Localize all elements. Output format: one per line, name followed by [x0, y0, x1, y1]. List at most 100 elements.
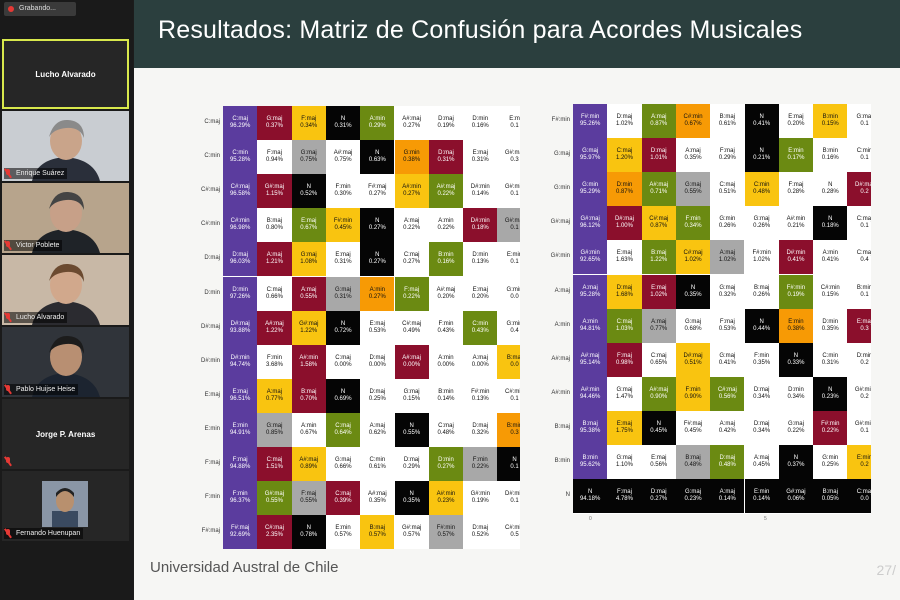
matrix-cell: A#:min 0.21%	[778, 206, 814, 241]
matrix-cell: A:min 0.22%	[428, 208, 464, 243]
cell-percent: 0.34%	[753, 393, 771, 400]
cell-chord: F#:min	[821, 420, 840, 427]
cell-percent: 1.63%	[615, 257, 633, 264]
cell-chord: E:min	[506, 252, 520, 259]
cell-chord: F:maj	[404, 286, 420, 293]
cell-percent: 0.27%	[368, 293, 386, 300]
cell-chord: D#:min	[230, 354, 250, 361]
cell-percent: 0.48%	[684, 462, 702, 469]
matrix-cell: C:maj 0.65%	[641, 342, 676, 377]
cell-chord: D:maj	[719, 455, 736, 462]
matrix-row-label: G#:min	[550, 253, 570, 260]
cell-chord: D:maj	[369, 354, 386, 361]
cell-percent: 0.71%	[650, 189, 668, 196]
matrix-cell: F#:min 0.19%	[778, 274, 814, 309]
cell-chord: C#:min	[505, 525, 520, 532]
cell-chord: C:maj	[403, 252, 420, 259]
cell-percent: 0.22%	[437, 225, 455, 232]
cell-percent: 0.35%	[368, 498, 386, 505]
matrix-cell: G:min 95.29%	[573, 172, 608, 207]
matrix-cell: B:maj 0.48%	[675, 445, 711, 480]
cell-chord: E:maj	[232, 388, 248, 395]
matrix-row-label: F#:maj	[201, 528, 220, 535]
cell-percent: 0.48%	[753, 189, 771, 196]
cell-percent: 0.23%	[684, 496, 702, 503]
cell-chord: D#:maj	[230, 320, 250, 327]
cell-chord: C:min	[822, 352, 839, 359]
cell-percent: 96.29%	[229, 123, 251, 130]
matrix-cell: C:maj 0.00%	[325, 344, 361, 379]
cell-chord: A#:maj	[436, 184, 456, 191]
matrix-cell: F:maj 0.22%	[394, 276, 429, 311]
cell-chord: G#:maj	[786, 489, 806, 496]
cell-percent: 1.22%	[265, 327, 283, 334]
cell-chord: C:maj	[266, 457, 283, 464]
muted-mic-icon	[3, 384, 12, 395]
matrix-cell: F:maj 4.78%	[607, 479, 642, 514]
cell-chord: G:maj	[856, 114, 871, 121]
cell-chord: F#:maj	[230, 525, 250, 532]
cell-chord: N	[690, 284, 696, 291]
matrix-cell: F#:maj 0.27%	[360, 174, 395, 209]
cell-percent: 0.2	[860, 393, 869, 400]
cell-percent: 0.48%	[718, 462, 736, 469]
cell-chord: E:maj	[369, 320, 385, 327]
matrix-cell: E:min 94.91%	[223, 412, 258, 447]
cell-chord: F#:min	[471, 388, 490, 395]
matrix-cell: F#:min 0.57%	[428, 515, 464, 549]
cell-percent: 0.22%	[403, 293, 421, 300]
matrix-cell: E:m 0.1	[497, 106, 520, 141]
participant-tile[interactable]: Victor Poblete	[2, 183, 129, 253]
cell-chord: A#:maj	[265, 320, 284, 327]
cell-percent: 0.61%	[368, 464, 386, 471]
matrix-cell: A#:maj 0.71%	[641, 172, 676, 207]
cell-percent: 95.97%	[579, 155, 601, 162]
muted-mic-icon	[3, 312, 12, 323]
cell-chord: B:maj	[753, 284, 770, 291]
cell-chord: D:min	[822, 318, 839, 325]
cell-percent: 0.75%	[334, 157, 352, 164]
matrix-row-label: D#:maj	[200, 323, 220, 330]
cell-chord: C:min	[856, 148, 871, 155]
participant-tile[interactable]: Fernando Huenupan	[2, 471, 129, 541]
cell-percent: 1.03%	[615, 325, 633, 332]
cell-percent: 1.10%	[615, 462, 633, 469]
cell-chord: B:min	[856, 284, 871, 291]
cell-chord: E:maj	[472, 286, 488, 293]
cell-chord: A:maj	[719, 489, 735, 496]
cell-chord: E:min	[335, 525, 351, 532]
participant-tile[interactable]: Lucho Alvarado	[2, 255, 129, 325]
cell-chord: G:min	[506, 286, 520, 293]
cell-percent: 0.52%	[471, 532, 489, 539]
participant-tile[interactable]: Jorge P. Arenas	[2, 399, 129, 469]
recording-indicator[interactable]: Grabando...	[4, 2, 76, 16]
matrix-cell: G:maj 0.37%	[257, 106, 292, 141]
cell-percent: 0.27%	[403, 123, 421, 130]
matrix-cell: C#:maj 2.35%	[257, 515, 292, 549]
cell-percent: 0.66%	[265, 293, 283, 300]
participant-tile[interactable]: Pablo Huijse Heise	[2, 327, 129, 397]
cell-chord: F:min	[335, 184, 351, 191]
cell-chord: B:maj	[822, 489, 838, 496]
cell-percent: 0.45%	[753, 462, 771, 469]
cell-chord: F:min	[472, 457, 488, 464]
matrix-cell: G:min 0.38%	[394, 140, 429, 175]
cell-percent: 96.12%	[579, 223, 601, 230]
matrix-cell: B:maj 0.57%	[360, 515, 395, 549]
participant-tile[interactable]: Enrique Suárez	[2, 111, 129, 181]
participant-tile[interactable]: Lucho Alvarado	[2, 39, 129, 109]
cell-chord: G#:maj	[299, 320, 319, 327]
cell-percent: 0.90%	[684, 393, 702, 400]
matrix-cell: B:maj 0.05%	[813, 479, 848, 514]
matrix-cell: D:min 0.16%	[463, 106, 498, 141]
matrix-cell: C:min 0.61%	[360, 447, 395, 482]
cell-percent: 95.28%	[579, 291, 601, 298]
cell-chord: D:maj	[616, 284, 633, 291]
cell-percent: 0.53%	[368, 327, 386, 334]
matrix-row-label: E:min	[204, 425, 220, 432]
cell-chord: E:maj	[856, 318, 871, 325]
cell-percent: 0.13%	[471, 395, 489, 402]
cell-chord: D:min	[616, 182, 633, 189]
